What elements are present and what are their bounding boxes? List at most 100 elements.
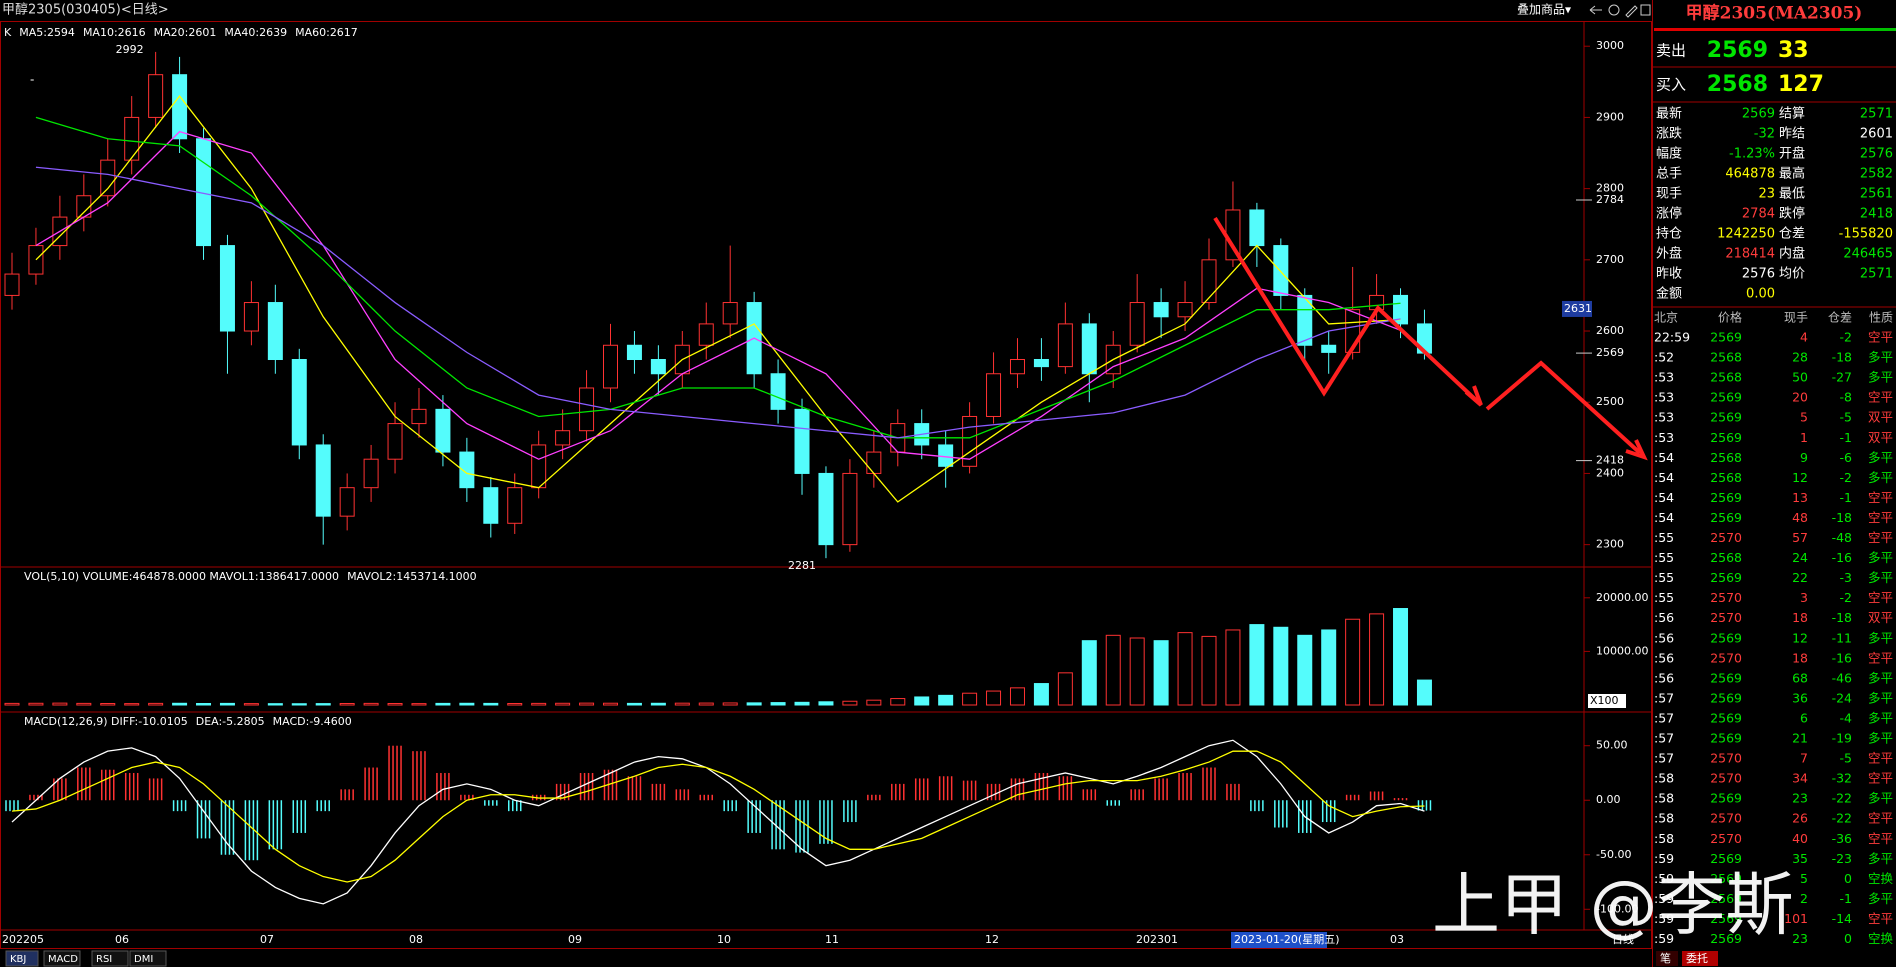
tick-cell: 34	[1792, 771, 1808, 786]
window-icon[interactable]	[1640, 4, 1651, 16]
tick-cell: 6	[1800, 710, 1808, 725]
tick-cell: 35	[1792, 851, 1808, 866]
tick-cell: 13	[1792, 490, 1808, 505]
tick-cell: 7	[1800, 751, 1808, 766]
plot-area: 2300 2400 2500 2600 2700 2800 2900 3000 K MA5:259…	[2, 26, 1649, 967]
tick-cell: 4	[1800, 330, 1808, 345]
volume-bar	[1321, 629, 1337, 706]
volume-bar	[1249, 624, 1265, 706]
candle-body	[507, 487, 523, 524]
tick-cell: 28	[1792, 350, 1808, 365]
tick-cell: 2569	[1710, 330, 1742, 345]
window-title: 甲醇2305(030405)<日线>	[2, 2, 169, 18]
tick-cell: 2569	[1710, 891, 1742, 906]
indicator-legend: MA10:2616	[83, 26, 146, 39]
tick-cell: :55	[1654, 590, 1674, 605]
y-tick-label: 3000	[1596, 39, 1624, 52]
panel-tab[interactable]	[1682, 951, 1718, 966]
tab-label[interactable]: KBJ	[10, 954, 26, 965]
price-mark-label: 2784	[1596, 193, 1624, 206]
toolbar-icons[interactable]	[1589, 4, 1651, 18]
tab-label[interactable]: MACD	[48, 954, 78, 965]
candle-body	[363, 458, 379, 489]
tick-cell: 2570	[1710, 771, 1742, 786]
tick-cell: :57	[1654, 751, 1674, 766]
volume-bar	[148, 702, 164, 706]
arrow-path	[1213, 216, 1480, 404]
tick-cell: 40	[1792, 831, 1808, 846]
quote-label: 外盘	[1656, 246, 1682, 262]
tick-cell: -14	[1832, 911, 1852, 926]
candle-body	[938, 444, 954, 467]
edit-icon[interactable]	[1625, 5, 1638, 18]
tick-cell: 多平	[1868, 791, 1893, 806]
overlay-button[interactable]: 叠加商品▾	[1517, 2, 1571, 17]
tick-cell: :56	[1654, 670, 1674, 685]
quote-label: 昨收	[1656, 267, 1682, 282]
tab[interactable]	[43, 950, 81, 967]
quote-value: 218414	[1725, 247, 1775, 262]
quote-label: 开盘	[1779, 146, 1805, 162]
tick-cell: -48	[1832, 530, 1852, 545]
candle-body	[124, 116, 140, 161]
tick-cell: :53	[1654, 410, 1674, 425]
tick-cell: 多平	[1868, 550, 1893, 565]
tick-cell: :57	[1654, 690, 1674, 705]
x-tick-label: 07	[260, 933, 274, 946]
quote-value: -1.23%	[1729, 147, 1775, 162]
tick-cell: 空平	[1868, 771, 1893, 786]
tick-cell: 多平	[1868, 670, 1893, 685]
quote-value: 2582	[1860, 167, 1893, 182]
quote-value: 2601	[1860, 127, 1893, 142]
volume-bar	[52, 702, 68, 706]
quote-price: 2569	[1707, 38, 1768, 63]
tick-cell: 26	[1792, 811, 1808, 826]
panel-tab[interactable]	[1656, 951, 1678, 966]
tick-cell: -19	[1832, 731, 1852, 746]
candle-body	[219, 245, 235, 332]
tick-cell: 18	[1792, 650, 1808, 665]
tick-cell: 2569	[1710, 390, 1742, 405]
panel-tab-label[interactable]: 笔	[1660, 951, 1671, 965]
tab-label[interactable]: RSI	[96, 954, 112, 965]
candle-body	[531, 444, 547, 489]
arrow-head	[1625, 439, 1648, 461]
tab-label[interactable]: DMI	[134, 954, 153, 965]
back-icon[interactable]	[1589, 5, 1602, 15]
tick-cell: :58	[1654, 771, 1674, 786]
quote-label: 昨结	[1779, 127, 1805, 142]
tab[interactable]	[91, 950, 129, 967]
volume-bar	[746, 702, 762, 706]
tick-cell: 5	[1800, 871, 1808, 886]
x-tick-label: 09	[568, 933, 582, 946]
refresh-icon[interactable]	[1608, 4, 1620, 16]
candle-body	[555, 430, 571, 446]
tick-cell: 2569	[1710, 710, 1742, 725]
candle-body	[315, 444, 331, 517]
tick-cell: 2570	[1710, 811, 1742, 826]
tick-cell: 3	[1800, 590, 1808, 605]
tab[interactable]	[129, 950, 167, 967]
period-label: 日线	[1612, 932, 1634, 946]
ratio-bar-red	[1654, 28, 1840, 31]
tick-cell: 空平	[1868, 330, 1893, 345]
tick-cell: :55	[1654, 550, 1674, 565]
tick-cell: 2570	[1710, 831, 1742, 846]
candle-body	[818, 472, 834, 546]
tick-cell: 2569	[1710, 851, 1742, 866]
tick-cell: -16	[1832, 550, 1852, 565]
tick-cell: 多平	[1868, 630, 1893, 645]
candle-body	[626, 344, 642, 361]
candle-body	[267, 302, 283, 361]
tab[interactable]	[5, 950, 39, 967]
candle-body	[1177, 302, 1193, 318]
tick-cell: 22:59	[1654, 330, 1690, 345]
tick-cell: 空平	[1868, 751, 1893, 766]
tick-cell: 双平	[1868, 430, 1893, 445]
tick-cell: 2	[1800, 891, 1808, 906]
panel-tab-label[interactable]: 委托	[1686, 951, 1708, 965]
quote-label: 金额	[1656, 286, 1682, 302]
quote-side: 卖出	[1656, 42, 1686, 60]
volume-bar	[1345, 618, 1361, 706]
